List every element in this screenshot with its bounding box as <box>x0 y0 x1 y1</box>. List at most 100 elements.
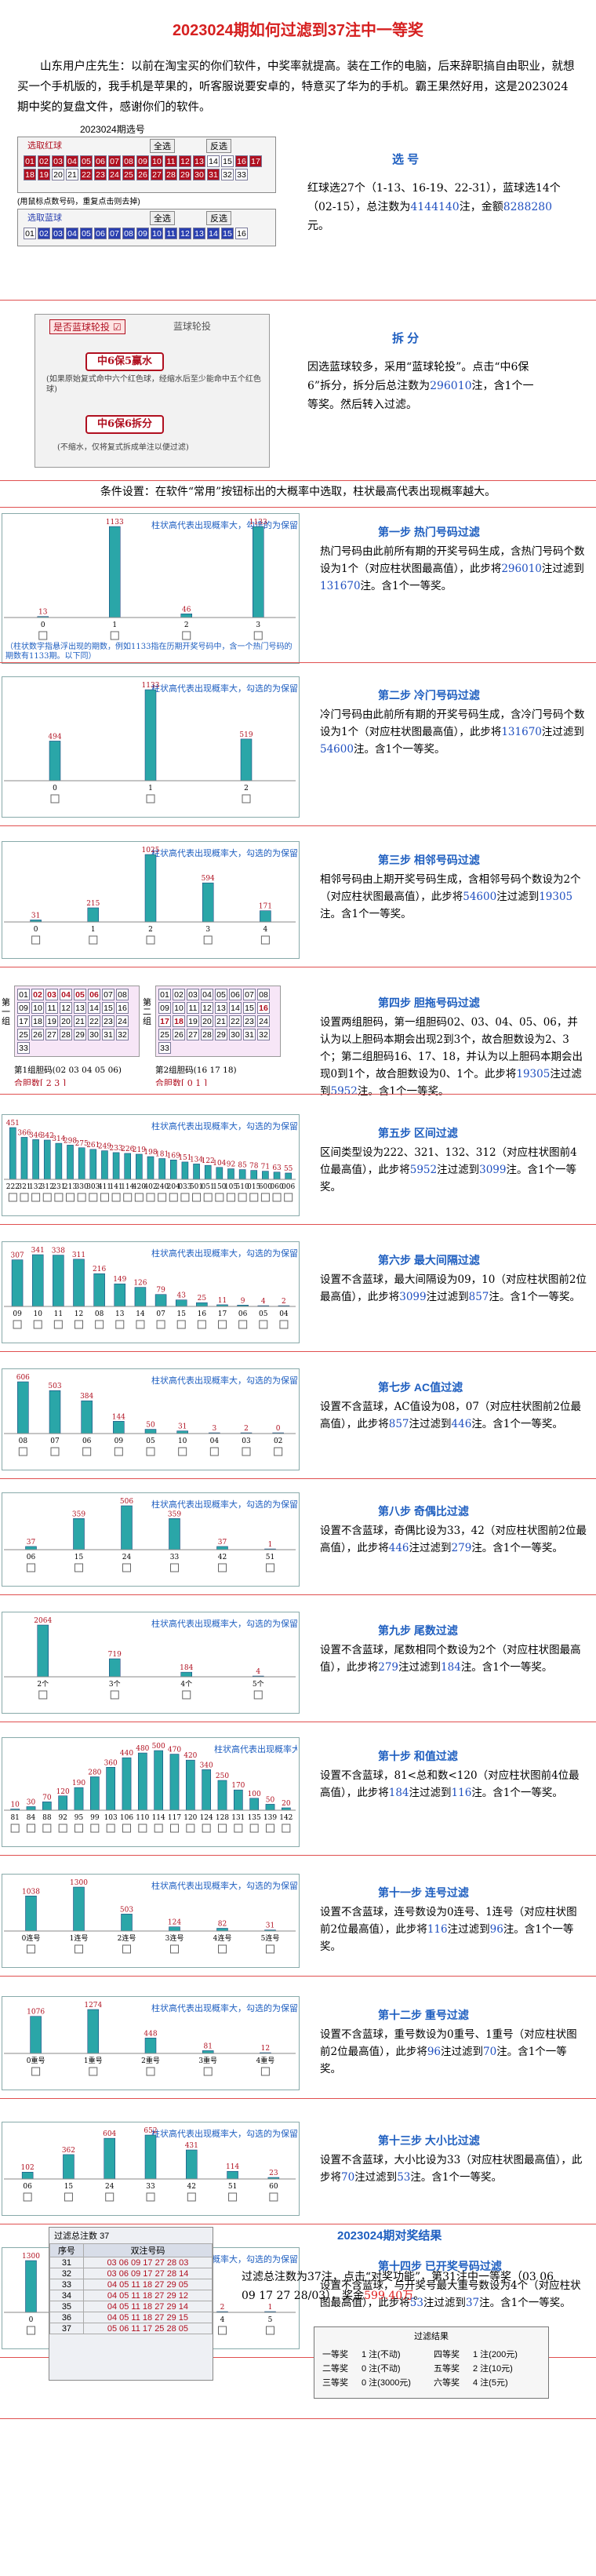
keep-checkbox[interactable] <box>187 2192 196 2202</box>
blue-ball[interactable]: 05 <box>80 228 93 239</box>
red-invert-button[interactable]: 反选 <box>206 139 231 153</box>
keep-checkbox[interactable] <box>106 1824 115 1833</box>
red-ball[interactable]: 25 <box>122 169 135 180</box>
dantuo-ball[interactable]: 29 <box>74 1029 86 1040</box>
dantuo-ball[interactable]: 17 <box>158 1015 171 1027</box>
keep-checkbox[interactable] <box>218 1824 227 1833</box>
keep-checkbox[interactable] <box>138 1824 147 1833</box>
keep-checkbox[interactable] <box>253 1690 263 1700</box>
red-ball[interactable]: 05 <box>80 155 93 167</box>
red-ball[interactable]: 15 <box>221 155 234 167</box>
keep-checkbox[interactable] <box>74 1824 83 1833</box>
blue-ball[interactable]: 14 <box>207 228 220 239</box>
dantuo-ball[interactable]: 25 <box>158 1029 171 1040</box>
dantuo-ball[interactable]: 23 <box>102 1015 114 1027</box>
keep-checkbox[interactable] <box>110 631 119 640</box>
dantuo-ball[interactable]: 30 <box>88 1029 100 1040</box>
keep-checkbox[interactable] <box>266 1563 274 1572</box>
keep-checkbox[interactable] <box>38 1690 48 1700</box>
keep-checkbox[interactable] <box>266 1944 274 1954</box>
blue-ball[interactable]: 11 <box>165 228 177 239</box>
blue-ball[interactable]: 09 <box>136 228 149 239</box>
blue-ball[interactable]: 02 <box>38 228 50 239</box>
keep-checkbox[interactable] <box>20 1193 29 1202</box>
dantuo-ball[interactable]: 14 <box>88 1002 100 1014</box>
keep-checkbox[interactable] <box>77 1193 86 1202</box>
table-row[interactable]: 32 03 06 09 17 27 28 14 <box>49 2268 213 2279</box>
dantuo-ball[interactable]: 18 <box>31 1015 44 1027</box>
keep-checkbox[interactable] <box>31 1193 41 1202</box>
dantuo-ball[interactable]: 07 <box>243 989 256 1000</box>
table-row[interactable]: 31 03 06 09 17 27 28 03 <box>49 2257 213 2268</box>
keep-checkbox[interactable] <box>238 1320 248 1329</box>
red-ball[interactable]: 28 <box>165 169 177 180</box>
keep-checkbox[interactable] <box>146 2192 155 2202</box>
dantuo-ball[interactable]: 05 <box>215 989 227 1000</box>
dantuo-ball[interactable]: 01 <box>17 989 30 1000</box>
keep-checkbox[interactable] <box>134 1193 144 1202</box>
keep-checkbox[interactable] <box>42 1824 52 1833</box>
blue-ball[interactable]: 07 <box>108 228 121 239</box>
dantuo-ball[interactable]: 16 <box>257 1002 270 1014</box>
dantuo-ball[interactable]: 10 <box>173 1002 185 1014</box>
dantuo-ball[interactable]: 22 <box>88 1015 100 1027</box>
keep-checkbox[interactable] <box>31 935 41 945</box>
keep-checkbox[interactable] <box>279 1320 289 1329</box>
red-ball[interactable]: 23 <box>94 169 107 180</box>
keep-checkbox[interactable] <box>158 1193 167 1202</box>
keep6-win5-button[interactable]: 中6保5赢水 <box>85 352 164 371</box>
dantuo-ball[interactable]: 23 <box>243 1015 256 1027</box>
dantuo-ball[interactable]: 32 <box>257 1029 270 1040</box>
red-select-all-button[interactable]: 全选 <box>150 139 175 153</box>
red-ball[interactable]: 32 <box>221 169 234 180</box>
keep-checkbox[interactable] <box>27 1944 35 1954</box>
dantuo-ball[interactable]: 14 <box>229 1002 242 1014</box>
keep-checkbox[interactable] <box>90 1824 100 1833</box>
dantuo-ball[interactable]: 18 <box>173 1015 185 1027</box>
keep-checkbox[interactable] <box>146 1447 155 1456</box>
dantuo-ball[interactable]: 01 <box>158 989 171 1000</box>
keep-checkbox[interactable] <box>249 1193 259 1202</box>
dantuo-ball[interactable]: 20 <box>60 1015 72 1027</box>
keep-checkbox[interactable] <box>266 2326 274 2335</box>
blue-ball[interactable]: 10 <box>151 228 163 239</box>
keep-checkbox[interactable] <box>100 1193 109 1202</box>
red-ball[interactable]: 07 <box>108 155 121 167</box>
keep-checkbox[interactable] <box>66 1193 75 1202</box>
keep-checkbox[interactable] <box>42 1193 52 1202</box>
keep-checkbox[interactable] <box>170 1824 179 1833</box>
dantuo-ball[interactable]: 30 <box>229 1029 242 1040</box>
dantuo-ball[interactable]: 17 <box>17 1015 30 1027</box>
red-ball[interactable]: 12 <box>179 155 191 167</box>
keep-checkbox[interactable] <box>197 1320 206 1329</box>
keep-checkbox[interactable] <box>260 1193 270 1202</box>
keep-checkbox[interactable] <box>242 1447 251 1456</box>
dantuo-ball[interactable]: 29 <box>215 1029 227 1040</box>
keep-checkbox[interactable] <box>226 1193 235 1202</box>
keep-checkbox[interactable] <box>89 1193 98 1202</box>
table-row[interactable]: 37 05 06 11 17 25 28 05 <box>49 2323 213 2334</box>
red-ball[interactable]: 04 <box>66 155 78 167</box>
dantuo-ball[interactable]: 28 <box>201 1029 213 1040</box>
dantuo-ball[interactable]: 13 <box>74 1002 86 1014</box>
dantuo-ball[interactable]: 11 <box>187 1002 199 1014</box>
dantuo-ball[interactable]: 12 <box>60 1002 72 1014</box>
keep-checkbox[interactable] <box>182 1690 191 1700</box>
red-ball[interactable]: 08 <box>122 155 135 167</box>
keep-checkbox[interactable] <box>122 1563 131 1572</box>
keep-checkbox[interactable] <box>282 1824 291 1833</box>
keep-checkbox[interactable] <box>218 2326 227 2335</box>
dantuo-ball[interactable]: 15 <box>102 1002 114 1014</box>
red-ball[interactable]: 27 <box>151 169 163 180</box>
red-ball[interactable]: 14 <box>207 155 220 167</box>
table-row[interactable]: 34 04 05 11 18 27 29 12 <box>49 2290 213 2301</box>
dantuo-ball[interactable]: 11 <box>45 1002 58 1014</box>
blue-ball[interactable]: 13 <box>193 228 205 239</box>
red-ball[interactable]: 18 <box>24 169 36 180</box>
red-ball[interactable]: 22 <box>80 169 93 180</box>
dantuo-ball[interactable]: 10 <box>31 1002 44 1014</box>
table-row[interactable]: 35 04 05 11 18 27 29 14 <box>49 2301 213 2312</box>
dantuo-ball[interactable]: 22 <box>229 1015 242 1027</box>
keep-checkbox[interactable] <box>105 2192 114 2202</box>
red-ball[interactable]: 17 <box>249 155 262 167</box>
